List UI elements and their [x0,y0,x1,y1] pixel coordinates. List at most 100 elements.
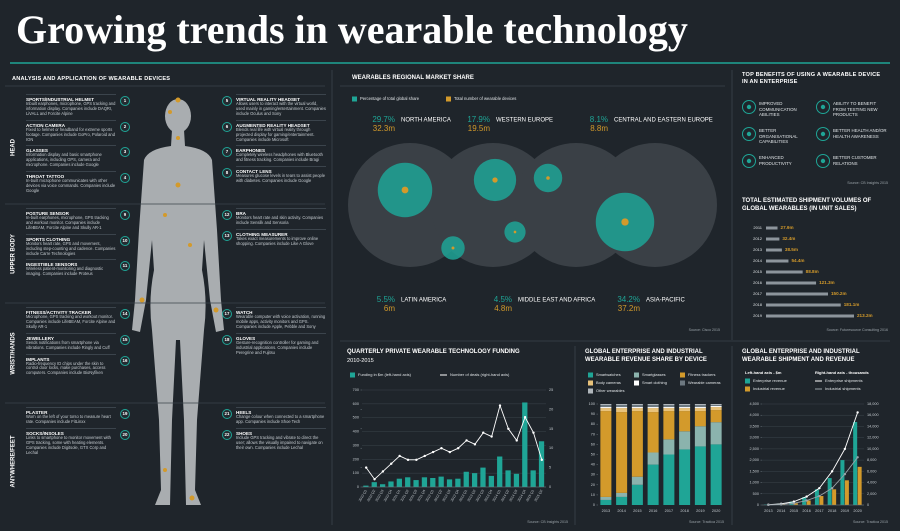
x-tick-label: 2019 [696,509,704,513]
bar [857,466,862,505]
value-label: 150.2m [831,291,847,296]
bar [793,503,798,505]
x-tick-label: 2017 [815,509,823,513]
legend-label: Wearable cameras [688,380,721,385]
device-item: 13 CLOTHING MEASURER Takes exact measureme… [222,228,326,247]
line-point [792,500,796,503]
legend-label: Other wearables [596,388,625,393]
bar [438,476,444,487]
line-point [805,495,808,498]
chart-title: GLOBAL ENTERPRISE AND INDUSTRIAL WEARABL… [742,349,860,363]
legend-label: Number of deals (right-hand axis) [450,372,510,377]
benefit-icon [742,154,756,168]
bar [844,480,849,505]
value-label: 54.4m [791,258,804,263]
line [768,412,859,506]
tick-label: 4,000 [867,481,877,485]
item-text: Sends notifications from smartphone via … [26,339,110,350]
source: Source: CB Insights 2015 [847,181,888,185]
item-number: 18 [222,334,232,345]
region-name: WESTERN EUROPE [496,118,553,124]
item-name: GLASSES [26,148,48,154]
bar-segment [679,431,691,450]
bar [363,485,369,487]
tick-label: 4,000 [749,413,759,417]
bar-segment [631,476,643,485]
item-name: SPORTS/INDUSTRIAL HELMET [26,97,95,102]
tick-label: 100 [589,402,595,406]
item-text: Inbuilt earphones, microphone, GPS track… [26,101,116,116]
benefit-icon-dot [820,104,826,110]
x-tick-label: 2018 [828,509,836,513]
x-tick-label: 2011 Q2 [400,489,410,502]
device-point [175,97,181,103]
bar-segment [679,411,691,432]
line-point [390,462,393,465]
item-name: EARPHONES [236,148,266,154]
item-name: SHOES [236,430,253,436]
source: Source: CB Insights 2015 [527,520,568,524]
y-tick-label: 2013 [753,247,763,252]
region-name: NORTH AMERICA [401,118,451,124]
tick-label: 16,000 [867,413,879,417]
axis-note: Left-hand axis - $m [745,370,782,375]
item-column: 12 BRA Monitors heart rate and skin activi… [222,208,326,247]
bar-segment [663,404,675,406]
item-name: POSTURE SENSOR [26,211,69,216]
bar-segment [694,426,706,447]
item-name: INGESTIBLE SENSORS [26,262,78,268]
region-label: ANYWHERE/FEET [11,435,17,487]
legend-label: Smartglasses [642,372,666,377]
x-tick-label: 2013 [764,509,772,513]
x-tick-label: 2013 Q3 [475,489,485,502]
x-tick-label: 2017 [665,509,673,513]
bar-segment [694,407,706,409]
bar-segment [679,407,691,409]
item-text: Include GPS tracking and vibrate to dire… [236,434,323,450]
item-name: IMPLANTS [26,356,50,362]
bar [446,479,453,487]
line-point [767,503,770,507]
page-title: Growing trends in wearable technology [16,7,688,52]
device-item: 2 ACTION CAMERA Fixed to helmet or headban… [26,119,130,143]
legend-swatch [446,96,451,102]
bar-segment [631,405,643,408]
benefit-text: BETTER HEALTH AND/OR HEALTH AWARENESS [833,128,887,139]
line [768,457,858,506]
value-label: 27.9m [781,225,794,230]
devices-label: 37.2m [618,304,641,313]
x-tick-label: 2011 Q3 [408,489,418,502]
item-text: Worn on the left of your torso to measur… [26,414,111,424]
tick-label: 600 [353,402,359,406]
bar-segment [710,404,722,406]
bar [513,473,520,487]
x-tick-label: 2012 Q1 [425,489,435,502]
x-tick-label: 2011 Q4 [417,489,427,502]
line-point [406,458,410,462]
item-text: Monitors heart rate and skin activity. C… [236,215,324,225]
bar [766,292,828,296]
value-label: 181.1m [844,302,860,307]
benefit-icon-dot [746,131,752,137]
value-label: 213.2m [857,313,873,318]
source: Source: Tractica 2015 [689,520,724,524]
item-name: GLOVES [236,335,256,341]
device-item: 1 SPORTS/INDUSTRIAL HELMET Inbuilt earphon… [26,94,130,117]
tick-label: 500 [753,492,759,496]
device-item: 8 CONTACT LENS Measures glucose levels in … [222,166,326,184]
x-tick-label: 2020 [712,509,720,513]
bar [766,314,854,318]
item-column: 1 SPORTS/INDUSTRIAL HELMET Inbuilt earphon… [26,94,130,194]
item-text: Measures glucose levels in tears to assi… [236,173,325,184]
bar [806,500,811,505]
tick-label: 30 [591,473,595,477]
bar-segment [600,404,612,406]
tick-label: 3,500 [749,424,759,428]
bar-segment [679,404,691,406]
devices-label: 6m [384,304,395,313]
device-point [189,495,195,501]
bar-segment [694,446,706,505]
bar-segment [663,439,675,455]
benefit-text: BETTER CUSTOMER RELATIONS [833,155,877,166]
line-point [843,447,847,451]
